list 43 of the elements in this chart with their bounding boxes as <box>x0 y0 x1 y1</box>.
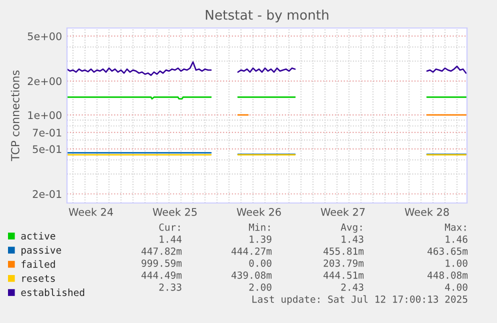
x-tick-label: Week 28 <box>404 208 449 216</box>
text: 447.82m <box>142 247 182 255</box>
text: 1.00 <box>446 259 468 267</box>
text: 1.44 <box>160 236 182 243</box>
text: Cur: <box>159 223 180 231</box>
x-tick-label: Week 27 <box>320 208 365 216</box>
y-tick-label: 5e-01 <box>32 145 62 154</box>
text: 0.00 <box>249 259 272 267</box>
text: Max: <box>444 224 466 231</box>
text: Avg: <box>340 224 362 233</box>
text: 2.43 <box>341 283 364 291</box>
text: 1.43 <box>342 235 364 243</box>
legend-label: resets <box>22 274 55 282</box>
text: 439.08m <box>232 271 272 279</box>
y-tick-label: 1e+00 <box>28 111 62 120</box>
text: 4.00 <box>445 283 468 291</box>
text: 1.39 <box>250 235 272 243</box>
text: Last update: Sat Jul 12 17:00:13 2025 <box>252 295 468 305</box>
text: 455.81m <box>324 247 364 255</box>
y-axis-title: TCP connections <box>10 70 20 162</box>
text: 444.49m <box>142 271 182 279</box>
x-tick-label: Week 26 <box>236 208 281 216</box>
text: 463.65m <box>428 247 468 255</box>
text: Min: <box>248 223 270 231</box>
chart-title: Netstat - by month <box>206 10 328 22</box>
y-tick-label: 2e-01 <box>32 190 62 198</box>
text: 448.08m <box>428 271 468 279</box>
y-tick-label: 5e+00 <box>28 32 62 40</box>
legend-label: established <box>21 288 84 296</box>
text: 444.51m <box>324 272 364 279</box>
y-tick-label: 7e-01 <box>32 128 62 137</box>
text: 444.27m <box>232 247 272 255</box>
legend-label: failed <box>22 260 55 268</box>
text: 2.33 <box>159 283 182 291</box>
x-tick-label: Week 25 <box>152 208 197 216</box>
legend-label: active <box>21 232 56 240</box>
text: 2.00 <box>249 283 272 291</box>
y-tick-label: 2e+00 <box>28 77 62 86</box>
text: 1.46 <box>446 235 468 243</box>
text: 999.59m <box>142 259 182 267</box>
legend-label: passive <box>22 246 62 256</box>
x-tick-label: Week 24 <box>68 208 113 216</box>
text: 203.79m <box>324 259 364 267</box>
